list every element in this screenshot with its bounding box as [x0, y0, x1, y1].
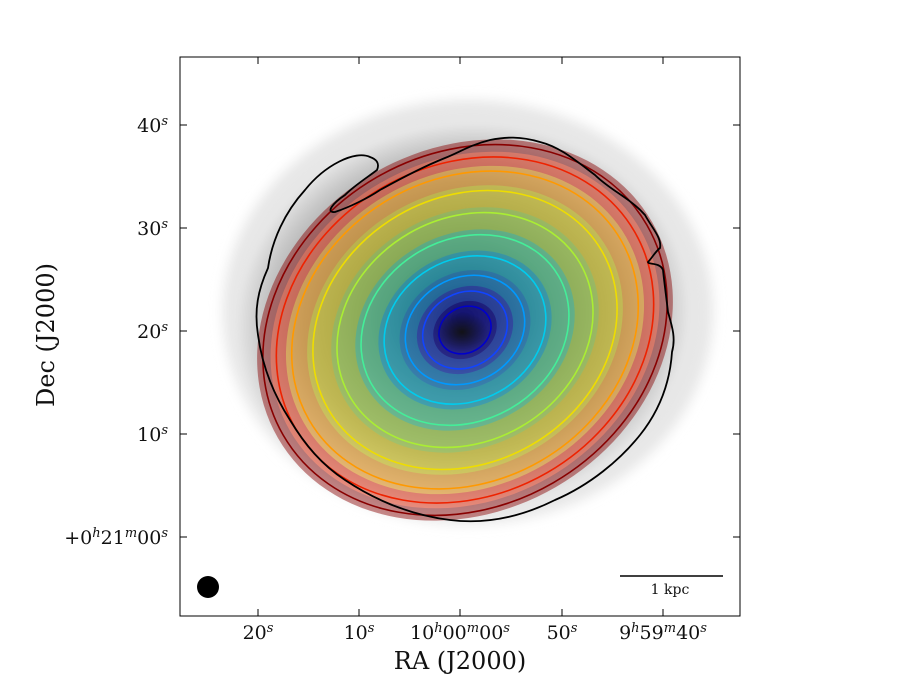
axis-ticks	[180, 57, 740, 616]
x-tick-label: 50s	[547, 621, 578, 645]
model-contour	[262, 143, 668, 517]
y-tick-label: 40s	[137, 114, 168, 138]
model-contour	[290, 170, 640, 490]
x-axis-title: RA (J2000)	[394, 647, 526, 675]
y-tick-label: 30s	[137, 217, 168, 241]
scalebar-label: 1 kpc	[651, 582, 690, 598]
x-tick-label: 10s	[344, 621, 375, 645]
model-contour	[404, 274, 526, 386]
model-contour	[312, 189, 618, 471]
y-axis-title: Dec (J2000)	[32, 263, 60, 407]
y-tick-label: +0h21m00s	[64, 526, 168, 550]
x-tick-label: 9h59m40s	[619, 621, 707, 645]
x-tick-label: 20s	[243, 621, 274, 645]
y-tick-labels: 40s 30s 20s 10s +0h21m00s	[64, 114, 168, 550]
galaxy-bulge	[436, 312, 488, 352]
y-tick-label: 20s	[137, 320, 168, 344]
model-contour	[383, 255, 547, 405]
x-tick-labels: 20s 10s 10h00m00s 50s 9h59m40s	[243, 621, 708, 645]
x-tick-label: 10h00m00s	[410, 621, 510, 645]
model-contour	[421, 290, 509, 370]
model-contour	[336, 211, 594, 449]
model-contour	[360, 233, 570, 427]
y-tick-label: 10s	[137, 423, 168, 447]
outer-contour	[255, 136, 675, 523]
beam-marker	[197, 576, 219, 598]
